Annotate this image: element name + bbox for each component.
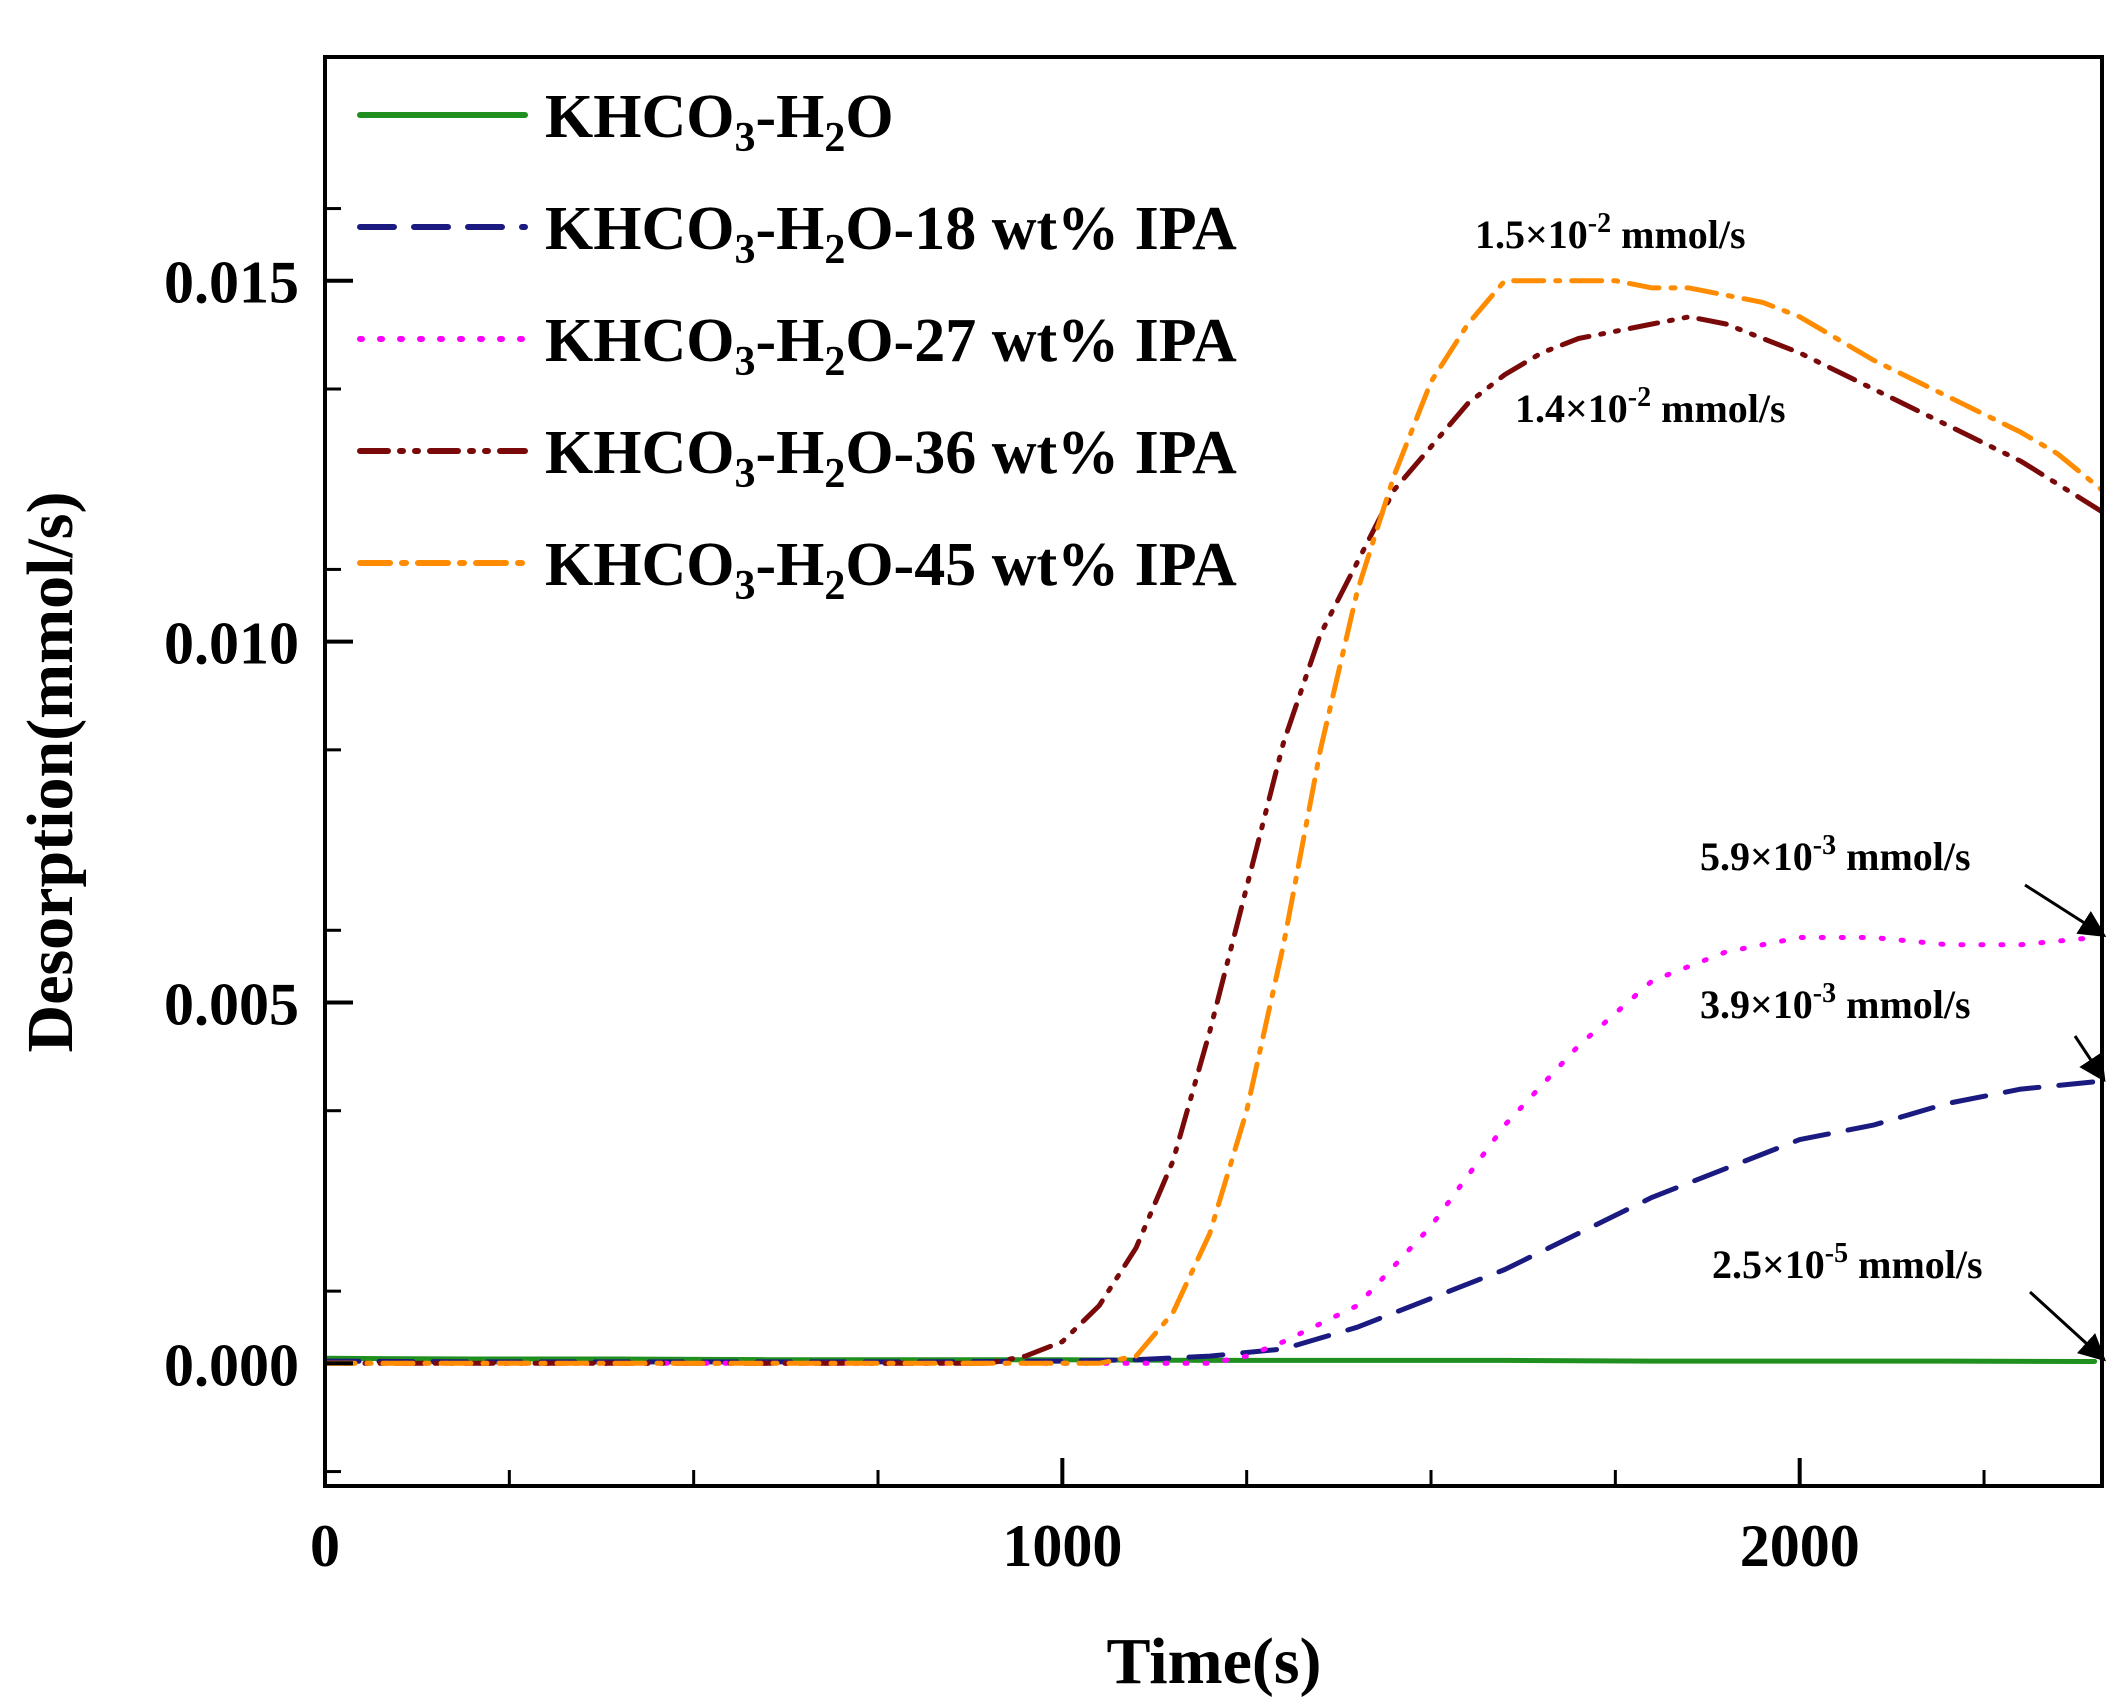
y-tick-label: 0.015 <box>164 250 299 316</box>
series-line-khco3-h2o <box>325 1355 2098 1364</box>
y-tick-label: 0.000 <box>164 1332 299 1398</box>
y-axis-title: Desorption(mmol/s) <box>14 492 87 1053</box>
y-tick-label: 0.005 <box>164 971 299 1037</box>
annotation-label: 3.9×10-3 mmol/s <box>1700 978 1971 1027</box>
annotation-a39: 3.9×10-3 mmol/s <box>1700 978 2106 1083</box>
ticks-layer: 0 1000 2000 0.000 0.005 0.010 0.015 <box>164 207 1986 1579</box>
x-tick-label: 2000 <box>1740 1513 1860 1579</box>
annotations: 1.5×10-2 mmol/s 1.4×10-2 mmol/s 5.9×10-3 m… <box>1475 208 2107 1362</box>
legend-item: KHCO3-H2O-36 wt% IPA <box>357 419 1237 497</box>
x-tick-label: 0 <box>310 1513 340 1579</box>
series-line-khco3-h2o-27-wt-ipa <box>325 935 2098 1366</box>
legend: KHCO3-H2O KHCO3-H2O-18 wt% IPA KHCO3-H2O-2… <box>357 83 1237 609</box>
legend-item: KHCO3-H2O <box>357 83 894 161</box>
annotation-label: 1.4×10-2 mmol/s <box>1515 382 1786 431</box>
annotation-label: 5.9×10-3 mmol/s <box>1700 830 1971 879</box>
legend-item: KHCO3-H2O-45 wt% IPA <box>357 531 1237 609</box>
annotation-arrow <box>2024 883 2107 937</box>
legend-label: KHCO3-H2O-27 wt% IPA <box>545 307 1237 385</box>
annotation-a15: 1.5×10-2 mmol/s <box>1475 208 1746 257</box>
annotation-arrow <box>2028 1290 2106 1362</box>
plot-frame <box>323 55 2104 1488</box>
series-line-khco3-h2o-18-wt-ipa <box>325 1079 2098 1365</box>
annotation-a14: 1.4×10-2 mmol/s <box>1515 382 1786 431</box>
annotation-a25: 2.5×10-5 mmol/s <box>1712 1238 2106 1362</box>
annotation-label: 2.5×10-5 mmol/s <box>1712 1238 1983 1287</box>
annotation-arrow <box>2073 1035 2106 1083</box>
annotation-label: 1.5×10-2 mmol/s <box>1475 208 1746 257</box>
legend-label: KHCO3-H2O-36 wt% IPA <box>545 419 1237 497</box>
y-tick-label: 0.010 <box>164 611 299 677</box>
series-layer <box>325 278 2102 1366</box>
legend-label: KHCO3-H2O <box>545 83 894 161</box>
x-axis-title: Time(s) <box>1106 1625 1321 1698</box>
series-line-khco3-h2o-45-wt-ipa <box>325 278 2102 1366</box>
legend-label: KHCO3-H2O-18 wt% IPA <box>545 195 1237 273</box>
annotation-a59: 5.9×10-3 mmol/s <box>1700 830 2107 937</box>
legend-item: KHCO3-H2O-27 wt% IPA <box>357 307 1237 385</box>
x-tick-label: 1000 <box>1002 1513 1122 1579</box>
legend-label: KHCO3-H2O-45 wt% IPA <box>545 531 1237 609</box>
legend-item: KHCO3-H2O-18 wt% IPA <box>357 195 1237 273</box>
